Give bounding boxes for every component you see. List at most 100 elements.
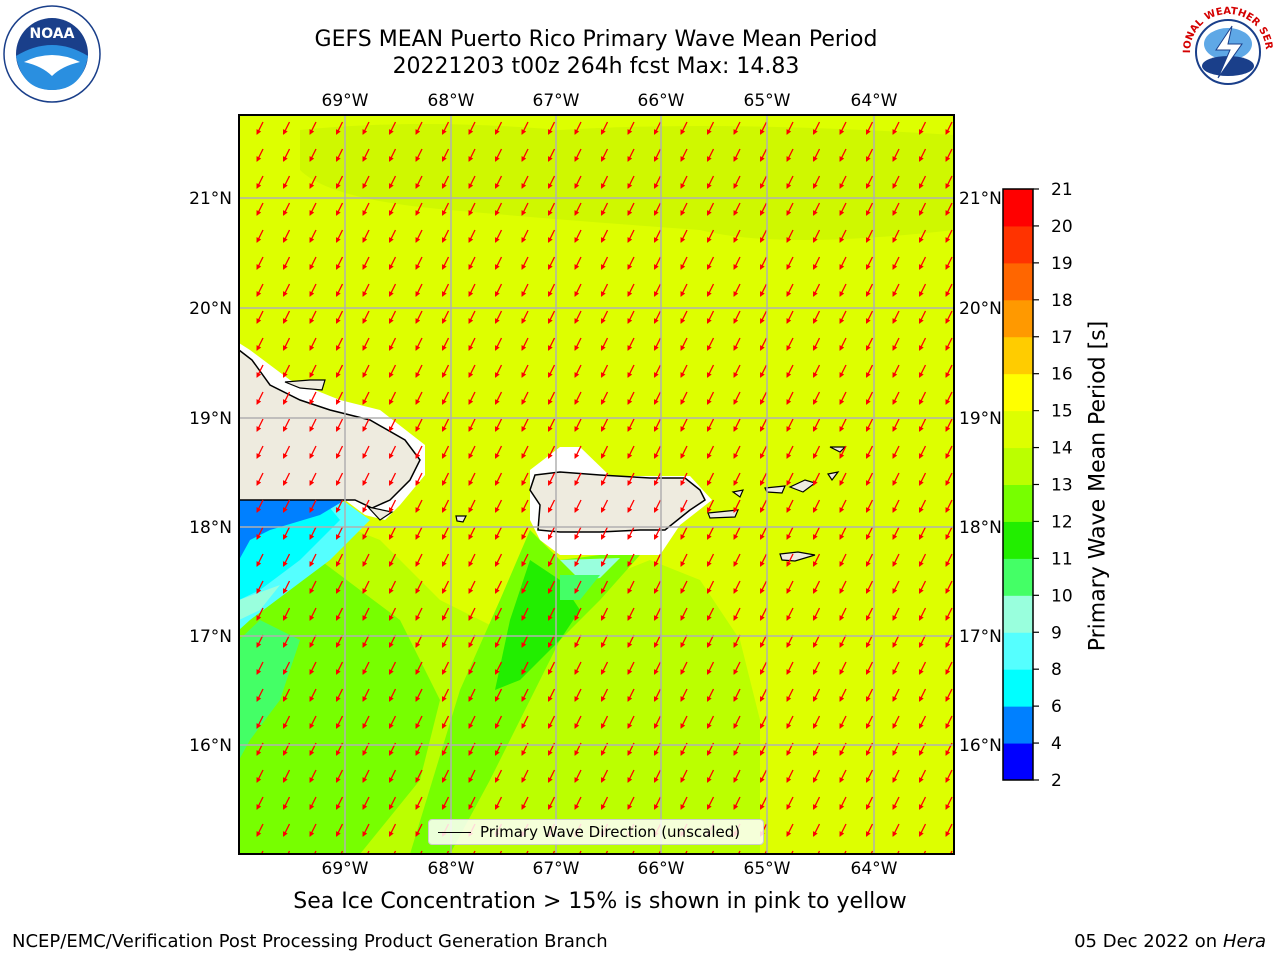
wave-direction-arrow	[256, 283, 264, 297]
wave-direction-arrow	[468, 769, 476, 783]
wave-direction-arrow	[680, 607, 688, 621]
wave-direction-arrow	[282, 202, 291, 216]
wave-direction-arrow	[892, 823, 900, 837]
wave-direction-arrow	[574, 634, 582, 648]
wave-direction-arrow	[812, 148, 821, 162]
field-region-4-6s	[239, 500, 345, 560]
wave-direction-arrow	[309, 499, 317, 513]
wave-direction-arrow	[468, 553, 476, 567]
wave-direction-arrow	[680, 715, 688, 729]
lat-label-right: 20°N	[959, 299, 1002, 319]
wave-direction-arrow	[547, 256, 556, 270]
wave-direction-arrow	[918, 121, 927, 135]
wave-direction-arrow	[680, 337, 688, 351]
wave-direction-arrow	[309, 391, 317, 405]
wave-direction-arrow	[521, 283, 529, 297]
wave-direction-arrow	[521, 472, 529, 486]
wave-direction-arrow	[733, 580, 741, 594]
wave-direction-arrow	[759, 391, 768, 405]
wave-direction-arrow	[839, 445, 847, 459]
wave-direction-arrow	[733, 769, 741, 783]
wave-direction-arrow	[335, 283, 344, 297]
wave-direction-arrow	[335, 607, 344, 621]
wave-direction-arrow	[653, 391, 662, 405]
wave-direction-arrow	[759, 256, 768, 270]
wave-direction-arrow	[335, 553, 344, 567]
wave-direction-arrow	[256, 607, 264, 621]
wave-direction-arrow	[521, 499, 529, 513]
wave-direction-arrow	[441, 499, 450, 513]
wave-direction-arrow	[812, 769, 821, 783]
wave-direction-arrow	[653, 229, 662, 243]
wave-direction-arrow	[600, 580, 609, 594]
wave-direction-arrow	[494, 310, 503, 324]
wave-direction-arrow	[839, 391, 847, 405]
wave-direction-arrow	[680, 796, 688, 810]
wave-direction-arrow	[256, 175, 264, 189]
wave-direction-arrow	[521, 310, 529, 324]
wave-direction-arrow	[309, 445, 317, 459]
colorbar-tick-label: 18	[1051, 291, 1073, 311]
wave-direction-arrow	[468, 526, 476, 540]
wave-direction-arrow	[256, 661, 264, 675]
wave-direction-arrow	[680, 175, 688, 189]
wave-direction-arrow	[839, 229, 847, 243]
colorbar-segment	[1003, 447, 1033, 485]
wave-direction-arrow	[918, 607, 927, 621]
wave-direction-arrow	[918, 499, 927, 513]
wave-direction-arrow	[812, 310, 821, 324]
footer-date-text: 05 Dec 2022 on	[1074, 931, 1218, 952]
wave-direction-arrow	[786, 202, 794, 216]
graticule	[239, 115, 954, 854]
wave-direction-arrow	[282, 148, 291, 162]
wave-direction-arrow	[918, 634, 927, 648]
colorbar-tick-label: 12	[1051, 512, 1073, 532]
wave-direction-arrow	[653, 553, 662, 567]
wave-direction-arrow	[309, 418, 317, 432]
wave-direction-arrow	[415, 688, 423, 702]
wave-direction-arrow	[600, 337, 609, 351]
wave-direction-arrow	[653, 364, 662, 378]
wave-direction-arrow	[865, 229, 874, 243]
wave-direction-arrow	[547, 796, 556, 810]
wave-direction-arrow	[468, 283, 476, 297]
wave-direction-arrow	[839, 553, 847, 567]
wave-direction-arrow	[892, 175, 900, 189]
wave-direction-arrow	[335, 499, 344, 513]
wave-direction-arrow	[733, 202, 741, 216]
wave-direction-arrow	[680, 418, 688, 432]
wave-direction-arrow	[786, 472, 794, 486]
wave-direction-arrow	[627, 580, 635, 594]
wave-direction-arrow	[494, 418, 503, 432]
wave-direction-arrow	[309, 364, 317, 378]
wave-direction-arrow	[627, 607, 635, 621]
wave-direction-arrow	[945, 769, 953, 783]
wave-direction-arrow	[282, 445, 291, 459]
wave-direction-arrow	[547, 715, 556, 729]
wave-direction-arrow	[441, 418, 450, 432]
wave-direction-arrow	[574, 769, 582, 783]
wave-direction-arrow	[282, 607, 291, 621]
wave-direction-arrow	[521, 337, 529, 351]
wave-direction-arrow	[892, 526, 900, 540]
wave-direction-arrow	[309, 823, 317, 837]
wave-direction-arrow	[494, 688, 503, 702]
wave-direction-arrow	[574, 148, 582, 162]
wave-direction-arrow	[494, 796, 503, 810]
wave-direction-arrow	[547, 607, 556, 621]
wave-direction-arrow	[388, 364, 397, 378]
wave-direction-arrow	[574, 202, 582, 216]
colorbar-tick-label: 17	[1051, 328, 1073, 348]
wave-direction-arrow	[865, 202, 874, 216]
wave-direction-arrow	[812, 472, 821, 486]
wave-direction-arrow	[494, 715, 503, 729]
wave-direction-arrow	[309, 526, 317, 540]
wave-direction-arrow	[494, 364, 503, 378]
wave-direction-arrow	[574, 445, 582, 459]
wave-direction-arrow	[547, 499, 556, 513]
wave-direction-arrow	[892, 769, 900, 783]
wave-direction-arrow	[627, 661, 635, 675]
wave-direction-arrow	[733, 661, 741, 675]
wave-direction-arrow	[812, 337, 821, 351]
legend-line-icon	[438, 832, 471, 833]
